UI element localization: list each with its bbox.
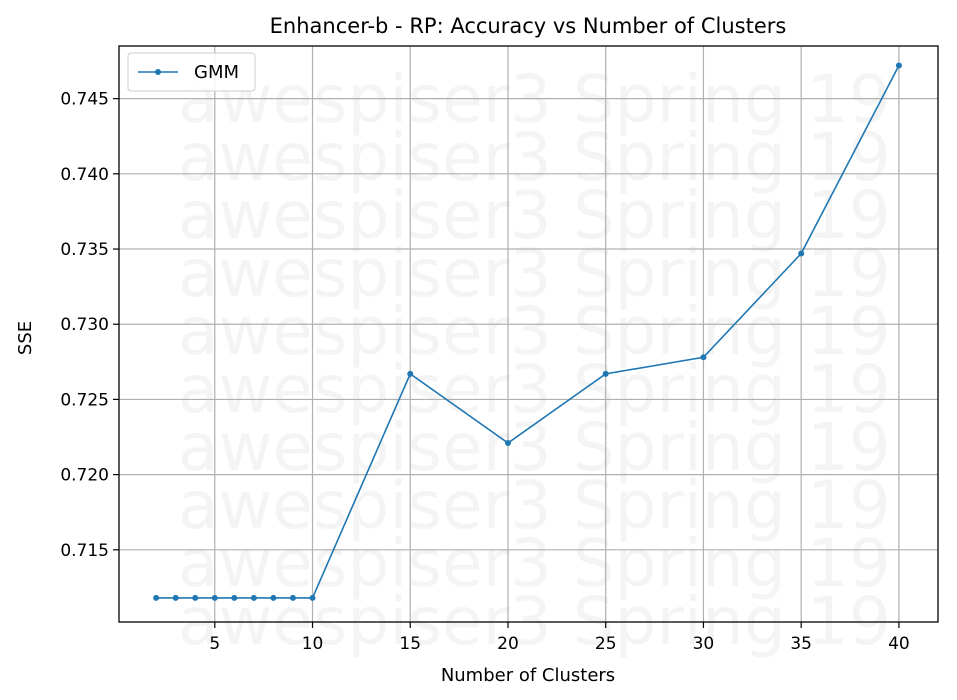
watermark-text: awespiser3 Spring 19 <box>178 293 891 370</box>
plot-frame <box>118 45 939 623</box>
data-point <box>270 594 277 601</box>
y-axis: 0.715 0.720 0.725 0.730 0.735 0.740 0.745 <box>60 90 119 561</box>
chart-title: Enhancer-b - RP: Accuracy vs Number of C… <box>270 14 787 38</box>
x-tick-label: 15 <box>399 634 421 654</box>
watermark-text: awespiser3 Spring 19 <box>178 119 891 196</box>
series-layer <box>153 62 902 601</box>
data-point <box>231 594 238 601</box>
x-axis: 5 10 15 20 25 30 35 40 <box>209 622 910 654</box>
data-point <box>700 354 707 361</box>
y-tick-label: 0.720 <box>60 466 109 486</box>
watermark-text: awespiser3 Spring 19 <box>178 525 891 602</box>
y-axis-label: SSE <box>15 321 36 355</box>
data-point <box>895 62 902 69</box>
data-point <box>798 250 805 257</box>
y-tick-label: 0.725 <box>60 390 109 410</box>
x-tick-label: 35 <box>790 634 812 654</box>
watermark-text: awespiser3 Spring 19 <box>178 235 891 312</box>
watermark-text: awespiser3 Spring 19 <box>178 467 891 544</box>
data-point <box>289 594 296 601</box>
data-point <box>602 370 609 377</box>
y-tick-label: 0.730 <box>60 315 109 335</box>
watermark-text: awespiser3 Spring 19 <box>178 351 891 428</box>
x-tick-label: 5 <box>209 634 220 654</box>
watermark-text: awespiser3 Spring 19 <box>178 409 891 486</box>
legend-label-gmm: GMM <box>194 62 239 83</box>
data-point <box>407 370 414 377</box>
legend: GMM <box>127 52 256 92</box>
y-tick-label: 0.740 <box>60 165 109 185</box>
x-tick-label: 20 <box>497 634 519 654</box>
data-point <box>172 594 179 601</box>
data-point <box>153 594 160 601</box>
x-tick-label: 30 <box>693 634 715 654</box>
x-tick-label: 40 <box>888 634 910 654</box>
x-axis-label: Number of Clusters <box>441 665 615 686</box>
watermark-text: awespiser3 Spring 19 <box>178 61 891 138</box>
data-point <box>309 594 316 601</box>
legend-marker-gmm <box>155 69 161 75</box>
data-point <box>192 594 199 601</box>
data-point <box>211 594 218 601</box>
x-tick-label: 25 <box>595 634 617 654</box>
legend-box <box>127 52 256 92</box>
x-tick-label: 10 <box>302 634 324 654</box>
y-tick-label: 0.715 <box>60 541 109 561</box>
grid <box>119 46 938 622</box>
watermark-text: awespiser3 Spring 19 <box>178 177 891 254</box>
y-tick-label: 0.745 <box>60 90 109 110</box>
y-tick-label: 0.735 <box>60 240 109 260</box>
data-point <box>504 440 511 447</box>
data-point <box>250 594 257 601</box>
